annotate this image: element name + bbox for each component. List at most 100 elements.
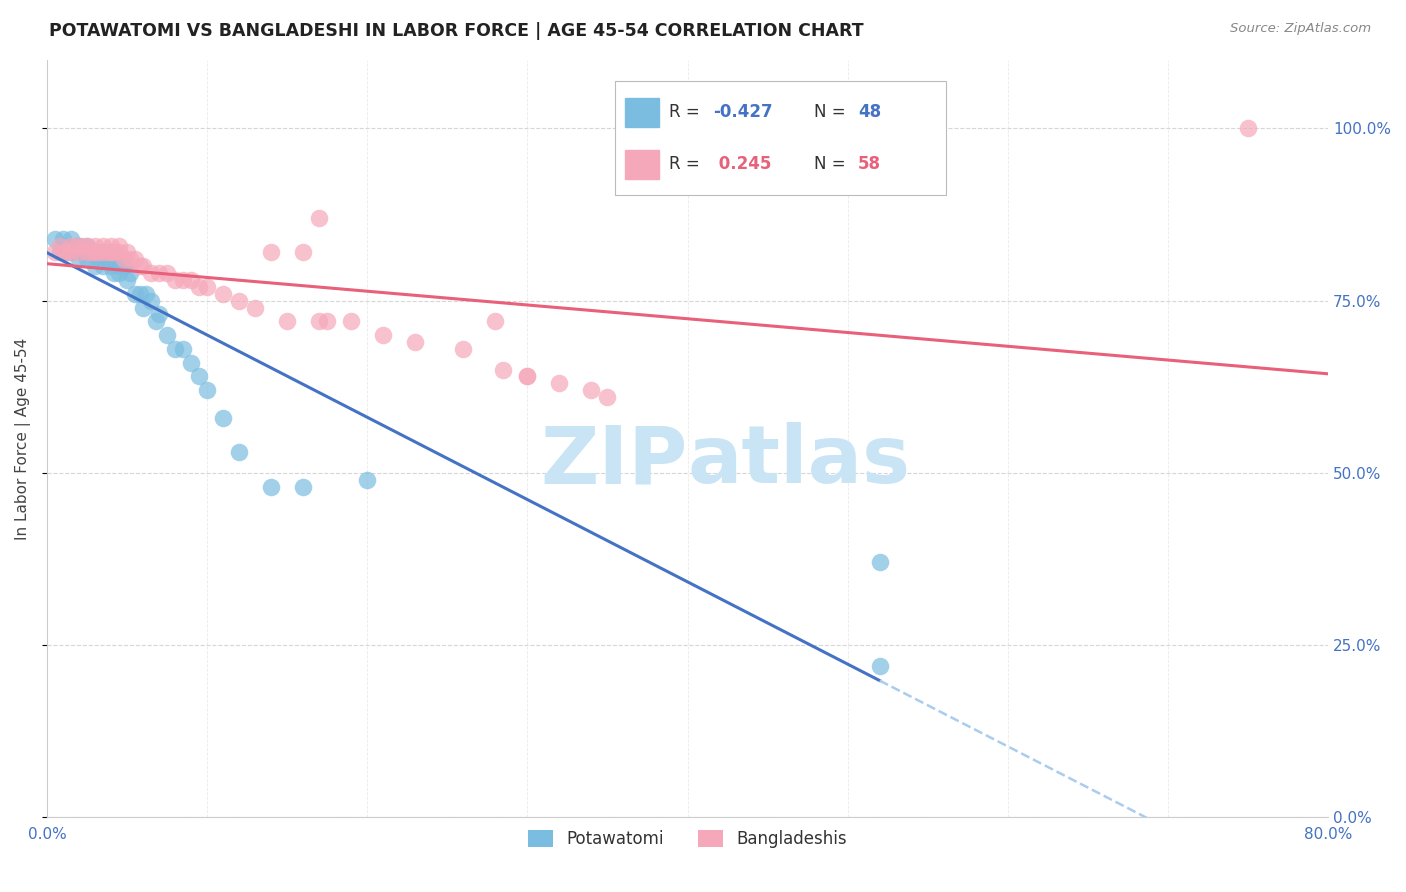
Point xyxy=(195,280,218,294)
Point xyxy=(156,266,179,280)
Point xyxy=(65,238,87,252)
Point xyxy=(67,252,90,267)
Point xyxy=(139,293,162,308)
Point xyxy=(869,658,891,673)
Point xyxy=(80,245,103,260)
Point xyxy=(70,238,93,252)
Point xyxy=(212,410,235,425)
Point xyxy=(108,260,131,274)
Point xyxy=(59,245,82,260)
Point xyxy=(52,238,75,252)
Point xyxy=(145,314,167,328)
Point xyxy=(87,245,110,260)
Point xyxy=(70,245,93,260)
Text: N =: N = xyxy=(814,103,851,121)
Point xyxy=(49,245,72,260)
Point xyxy=(292,245,315,260)
Point xyxy=(869,556,891,570)
Point xyxy=(108,245,131,260)
Point xyxy=(492,362,515,376)
Point xyxy=(316,314,339,328)
Point xyxy=(172,342,194,356)
Point xyxy=(67,238,90,252)
Point xyxy=(120,252,142,267)
Point xyxy=(340,314,363,328)
Point xyxy=(76,252,98,267)
Point xyxy=(132,301,155,315)
Point xyxy=(103,266,125,280)
Point xyxy=(49,238,72,252)
Point xyxy=(76,245,98,260)
Point xyxy=(165,273,187,287)
Point xyxy=(228,445,250,459)
Text: 0.245: 0.245 xyxy=(713,155,772,173)
Point xyxy=(112,260,135,274)
Point xyxy=(100,245,122,260)
Point xyxy=(44,232,66,246)
FancyBboxPatch shape xyxy=(614,81,946,195)
Point xyxy=(308,211,330,225)
Point xyxy=(180,356,202,370)
Point xyxy=(55,245,77,260)
Point xyxy=(59,232,82,246)
Point xyxy=(373,328,395,343)
Point xyxy=(516,369,538,384)
Point xyxy=(84,245,107,260)
Point xyxy=(108,266,131,280)
Point xyxy=(148,308,170,322)
Point xyxy=(115,245,138,260)
Point xyxy=(59,245,82,260)
Point xyxy=(453,342,475,356)
Point xyxy=(100,252,122,267)
Point xyxy=(84,238,107,252)
Point xyxy=(188,280,211,294)
Point xyxy=(180,273,202,287)
Point xyxy=(44,245,66,260)
Point xyxy=(80,245,103,260)
Point xyxy=(165,342,187,356)
Point xyxy=(52,232,75,246)
Point xyxy=(112,252,135,267)
Text: N =: N = xyxy=(814,155,851,173)
Point xyxy=(91,260,114,274)
Point xyxy=(65,238,87,252)
Text: -0.427: -0.427 xyxy=(713,103,772,121)
Text: ZIP: ZIP xyxy=(540,422,688,500)
Point xyxy=(87,252,110,267)
Point xyxy=(581,384,603,398)
Point xyxy=(228,293,250,308)
Point xyxy=(103,245,125,260)
Point xyxy=(212,286,235,301)
Point xyxy=(115,273,138,287)
Point xyxy=(188,369,211,384)
Text: R =: R = xyxy=(669,103,704,121)
Point xyxy=(1237,121,1260,136)
Point xyxy=(91,245,114,260)
Point xyxy=(128,286,150,301)
Point xyxy=(97,245,120,260)
Point xyxy=(356,473,378,487)
Point xyxy=(548,376,571,391)
Point xyxy=(97,252,120,267)
Point xyxy=(52,245,75,260)
Point xyxy=(100,260,122,274)
Point xyxy=(84,260,107,274)
Point xyxy=(132,260,155,274)
Point xyxy=(243,301,266,315)
Point xyxy=(91,238,114,252)
Text: R =: R = xyxy=(669,155,704,173)
Point xyxy=(135,286,157,301)
Point xyxy=(148,266,170,280)
Point xyxy=(120,266,142,280)
Point xyxy=(516,369,538,384)
Point xyxy=(76,238,98,252)
Legend: Potawatomi, Bangladeshis: Potawatomi, Bangladeshis xyxy=(522,823,853,855)
Point xyxy=(260,245,283,260)
Y-axis label: In Labor Force | Age 45-54: In Labor Force | Age 45-54 xyxy=(15,337,31,540)
Point xyxy=(260,480,283,494)
Text: 48: 48 xyxy=(858,103,882,121)
Text: Source: ZipAtlas.com: Source: ZipAtlas.com xyxy=(1230,22,1371,36)
Point xyxy=(124,252,146,267)
Point xyxy=(55,245,77,260)
Point xyxy=(292,480,315,494)
